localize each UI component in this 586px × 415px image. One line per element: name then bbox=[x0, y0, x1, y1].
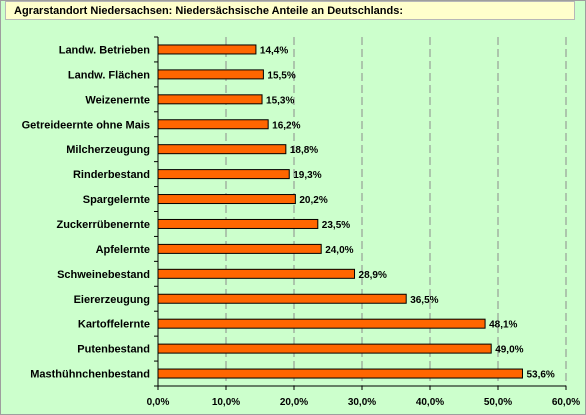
bar bbox=[157, 368, 523, 379]
category-label: Apfelernte bbox=[96, 244, 150, 256]
category-label: Putenbestand bbox=[77, 344, 150, 356]
bar bbox=[157, 293, 407, 304]
x-tick-label: 60,0% bbox=[552, 397, 580, 408]
bar bbox=[157, 169, 290, 180]
value-label: 24,0% bbox=[325, 245, 353, 256]
value-label: 15,5% bbox=[267, 70, 295, 81]
value-label: 23,5% bbox=[322, 220, 350, 231]
category-label: Getreideernte ohne Mais bbox=[22, 119, 150, 131]
bar bbox=[157, 144, 287, 155]
x-tick-label: 40,0% bbox=[416, 397, 444, 408]
x-tick-label: 0,0% bbox=[147, 397, 170, 408]
category-label: Kartoffelernte bbox=[78, 319, 150, 331]
x-tick-label: 50,0% bbox=[484, 397, 512, 408]
x-tick-label: 30,0% bbox=[348, 397, 376, 408]
category-label: Masthühnchenbestand bbox=[30, 369, 150, 381]
value-label: 28,9% bbox=[359, 270, 387, 281]
category-label: Schweinebestand bbox=[57, 269, 150, 281]
value-label: 48,1% bbox=[489, 320, 517, 331]
category-label: Spargelernte bbox=[83, 194, 150, 206]
bar bbox=[157, 194, 296, 205]
bar bbox=[157, 243, 322, 254]
value-label: 53,6% bbox=[526, 370, 554, 381]
category-label: Rinderbestand bbox=[73, 169, 150, 181]
category-label: Landw. Flächen bbox=[68, 69, 150, 81]
x-tick-label: 10,0% bbox=[212, 397, 240, 408]
value-label: 16,2% bbox=[272, 120, 300, 131]
bar bbox=[157, 94, 263, 105]
x-tick-label: 20,0% bbox=[280, 397, 308, 408]
category-label: Zuckerrübenernte bbox=[56, 219, 150, 231]
bar bbox=[157, 318, 486, 329]
value-label: 18,8% bbox=[290, 145, 318, 156]
title-box: Agrarstandort Niedersachsen: Niedersächs… bbox=[5, 1, 575, 20]
bar bbox=[157, 343, 492, 354]
category-label: Weizenernte bbox=[85, 94, 150, 106]
bar bbox=[157, 69, 264, 80]
value-label: 14,4% bbox=[260, 45, 288, 56]
category-label: Landw. Betrieben bbox=[59, 44, 151, 56]
bar bbox=[157, 268, 356, 279]
value-label: 20,2% bbox=[299, 195, 327, 206]
bar bbox=[157, 119, 269, 130]
bar bbox=[157, 218, 319, 229]
category-label: Milcherzeugung bbox=[66, 144, 150, 156]
value-label: 15,3% bbox=[266, 95, 294, 106]
value-label: 49,0% bbox=[495, 345, 523, 356]
bar bbox=[157, 44, 257, 55]
chart-title: Agrarstandort Niedersachsen: Niedersächs… bbox=[14, 5, 403, 17]
value-label: 36,5% bbox=[410, 295, 438, 306]
value-label: 19,3% bbox=[293, 170, 321, 181]
category-label: Eiererzeugung bbox=[74, 294, 150, 306]
